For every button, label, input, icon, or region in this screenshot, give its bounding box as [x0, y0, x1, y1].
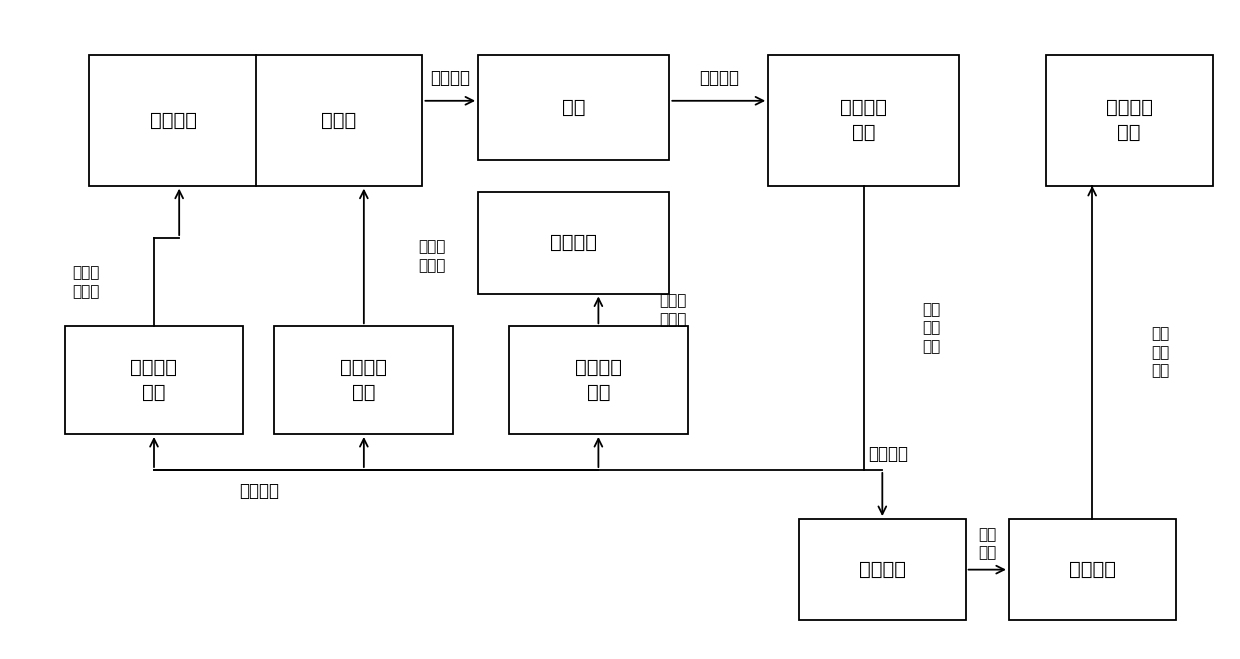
Text: 视频
输入
信号: 视频 输入 信号: [923, 302, 941, 354]
Text: 反射激光: 反射激光: [699, 69, 739, 87]
Bar: [274, 326, 454, 434]
Text: 支架控
制信号: 支架控 制信号: [72, 266, 99, 299]
Text: 激光源: 激光源: [321, 111, 356, 130]
Text: 视频
输出
信号: 视频 输出 信号: [1151, 326, 1169, 378]
Text: 支架控制
模块: 支架控制 模块: [130, 358, 177, 402]
Bar: [479, 55, 670, 159]
Bar: [799, 519, 966, 620]
Text: 入射激光: 入射激光: [430, 69, 470, 87]
Text: 视频输出
设备: 视频输出 设备: [1106, 98, 1153, 142]
Text: 解析信号: 解析信号: [868, 445, 908, 463]
Text: 解析
信号: 解析 信号: [978, 527, 997, 560]
Text: 视频输入
设备: 视频输入 设备: [841, 98, 888, 142]
Text: 传送控
制信号: 传送控 制信号: [658, 293, 686, 327]
Text: 光源控
制信号: 光源控 制信号: [418, 239, 445, 273]
Bar: [508, 326, 688, 434]
Text: 矿石: 矿石: [562, 98, 585, 117]
Bar: [479, 192, 670, 293]
Bar: [768, 55, 960, 186]
Bar: [64, 326, 243, 434]
Text: 传送控制
模块: 传送控制 模块: [575, 358, 622, 402]
Bar: [89, 55, 423, 186]
Text: 建模模块: 建模模块: [1069, 560, 1116, 579]
Text: 传送装置: 传送装置: [551, 233, 598, 252]
Text: 控制模块: 控制模块: [239, 482, 279, 500]
Text: 电控支架: 电控支架: [150, 111, 197, 130]
Bar: [1009, 519, 1176, 620]
Text: 光源控制
模块: 光源控制 模块: [340, 358, 387, 402]
Bar: [1045, 55, 1213, 186]
Text: 解析模块: 解析模块: [859, 560, 905, 579]
